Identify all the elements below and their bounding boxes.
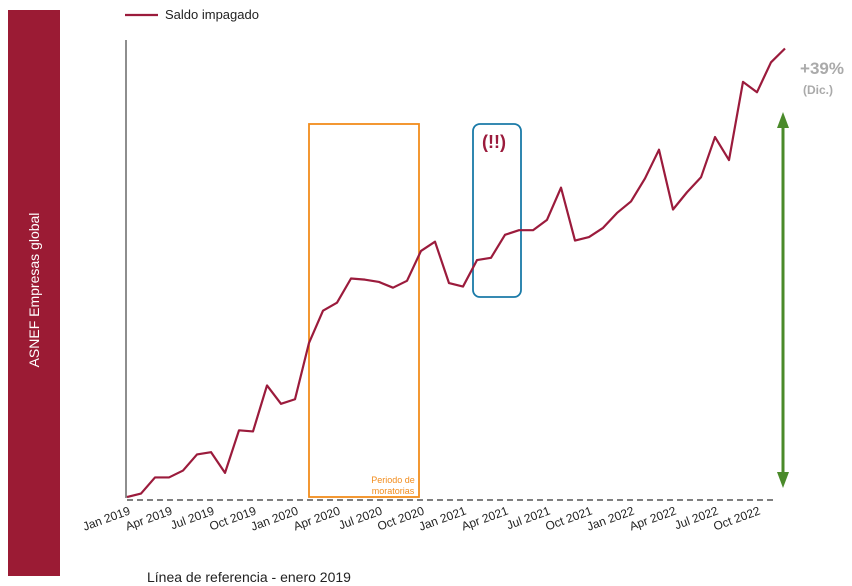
- side-label: ASNEF Empresas global: [26, 213, 42, 368]
- alert-label: (!!): [482, 132, 506, 152]
- change-label: +39%: [800, 59, 844, 78]
- x-tick-label: Jan 2022: [585, 504, 636, 534]
- arrow-head: [777, 112, 789, 128]
- alert-box: [472, 123, 522, 298]
- x-tick-label: Apr 2020: [291, 504, 342, 534]
- moratorium-label: moratorias: [372, 486, 415, 496]
- x-tick-label: Jul 2020: [337, 504, 385, 533]
- side-bar: [8, 10, 60, 576]
- moratorium-label: Periodo de: [371, 475, 415, 485]
- x-tick-label: Oct 2022: [711, 504, 762, 534]
- x-tick-label: Jan 2019: [81, 504, 132, 534]
- x-tick-label: Oct 2019: [207, 504, 258, 534]
- arrow-head: [777, 472, 789, 488]
- reference-label: Línea de referencia - enero 2019: [147, 569, 351, 585]
- x-tick-label: Jan 2020: [249, 504, 300, 534]
- x-tick-label: Apr 2022: [627, 504, 678, 534]
- x-tick-label: Jul 2019: [169, 504, 217, 533]
- change-note: (Dic.): [803, 83, 833, 97]
- legend-label: Saldo impagado: [165, 7, 259, 22]
- x-tick-label: Jul 2022: [673, 504, 721, 533]
- data-line: [126, 47, 786, 499]
- x-tick-label: Oct 2020: [375, 504, 426, 534]
- x-tick-label: Apr 2019: [123, 504, 174, 534]
- moratorium-box: [308, 123, 420, 498]
- x-tick-label: Apr 2021: [459, 504, 510, 534]
- x-tick-label: Oct 2021: [543, 504, 594, 534]
- x-tick-label: Jul 2021: [505, 504, 553, 533]
- x-tick-label: Jan 2021: [417, 504, 468, 534]
